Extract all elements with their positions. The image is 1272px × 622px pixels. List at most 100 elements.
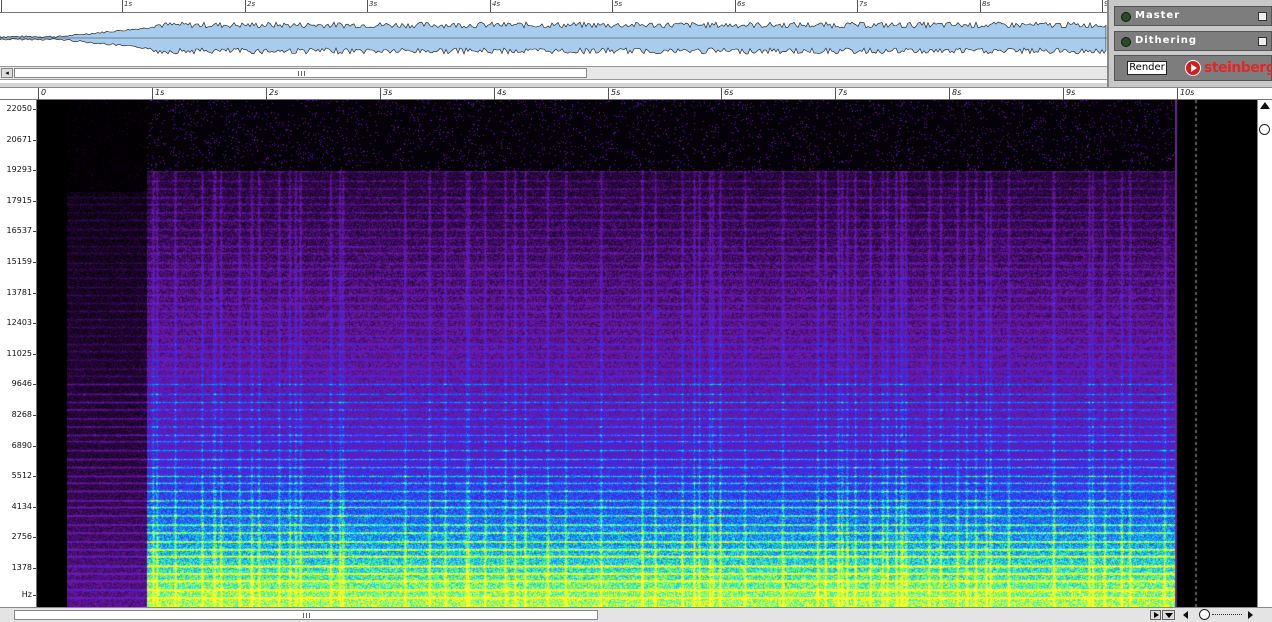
overview-tick: 1s bbox=[122, 0, 132, 12]
spectrogram-tick-label: 10s bbox=[1180, 88, 1195, 97]
spectrogram-tick: 5s bbox=[608, 88, 620, 100]
frequency-label: 4134 bbox=[11, 502, 32, 511]
frequency-tick bbox=[33, 595, 36, 596]
frequency-tick bbox=[33, 262, 36, 263]
spectrogram-tick: 3s bbox=[380, 88, 392, 100]
spectrogram-tick: 10s bbox=[1177, 88, 1194, 100]
frequency-tick bbox=[33, 476, 36, 477]
frequency-tick bbox=[33, 415, 36, 416]
render-button[interactable]: Render bbox=[1127, 61, 1167, 75]
frequency-label: 13781 bbox=[6, 288, 32, 297]
frequency-tick bbox=[33, 507, 36, 508]
frequency-tick bbox=[33, 323, 36, 324]
spectrogram-tick-label: 6s bbox=[724, 88, 734, 97]
overview-scrollbar[interactable]: ◂ bbox=[0, 66, 1107, 80]
spectrogram-tick: 2s bbox=[266, 88, 278, 100]
overview-tick: 2s bbox=[245, 0, 255, 12]
dithering-label: Dithering bbox=[1135, 35, 1198, 46]
waveform-graphic bbox=[0, 21, 1107, 55]
brand-logo: steinberg bbox=[1204, 60, 1272, 76]
overview-waveform[interactable] bbox=[0, 13, 1107, 63]
horizontal-scroll-thumb[interactable] bbox=[14, 610, 598, 620]
spectrogram-canvas[interactable] bbox=[37, 100, 1257, 607]
frequency-label: 8268 bbox=[11, 410, 32, 419]
frequency-label: 11025 bbox=[6, 349, 32, 358]
scroll-left-icon[interactable]: ◂ bbox=[1, 68, 13, 78]
overview-time-ruler[interactable]: 1s 2s 3s 4s 5s 6s 7s 8s 9s bbox=[0, 0, 1112, 13]
frequency-tick bbox=[33, 201, 36, 202]
vertical-zoom-knob[interactable] bbox=[1259, 124, 1270, 135]
spectrogram-tick: 7s bbox=[835, 88, 847, 100]
spectrogram-tick: 8s bbox=[949, 88, 961, 100]
spectrogram-tick: 0 bbox=[38, 88, 46, 100]
spectrogram-tick: 9s bbox=[1063, 88, 1075, 100]
horizontal-zoom-track[interactable] bbox=[1212, 614, 1242, 615]
dithering-toggle[interactable]: Dithering bbox=[1114, 31, 1272, 51]
frequency-label: 2756 bbox=[11, 532, 32, 541]
frequency-tick bbox=[33, 446, 36, 447]
frequency-tick bbox=[33, 384, 36, 385]
overview-tick-label: 7s bbox=[859, 0, 868, 8]
frequency-label: 15159 bbox=[6, 257, 32, 266]
frequency-tick bbox=[33, 293, 36, 294]
zoom-out-icon[interactable] bbox=[1183, 611, 1188, 619]
master-label: Master bbox=[1135, 10, 1181, 21]
steinberg-logo-icon bbox=[1185, 60, 1201, 76]
vertical-zoom-bar[interactable] bbox=[1257, 100, 1272, 607]
output-panel: Master Dithering Render steinberg bbox=[1107, 0, 1272, 88]
overview-tick-label: 4s bbox=[492, 0, 501, 8]
frequency-tick bbox=[33, 140, 36, 141]
spectrogram-time-ruler[interactable]: 0 1s 2s 3s 4s 5s 6s 7s 8s 9s 10s bbox=[0, 87, 1272, 100]
horizontal-scrollbar[interactable] bbox=[0, 607, 1272, 622]
frequency-tick bbox=[33, 537, 36, 538]
overview-tick: 4s bbox=[490, 0, 500, 12]
frequency-label: 22050 bbox=[6, 104, 32, 113]
overview-tick-label: 1s bbox=[124, 0, 133, 8]
frequency-tick bbox=[33, 109, 36, 110]
overview-tick-label: 2s bbox=[247, 0, 256, 8]
spectrogram-tick: 4s bbox=[494, 88, 506, 100]
master-checkbox[interactable] bbox=[1258, 12, 1267, 21]
spectrogram-view[interactable] bbox=[37, 100, 1257, 607]
spectrogram-tick-label: 2s bbox=[269, 88, 279, 97]
spectrogram-tick-label: 1s bbox=[155, 88, 165, 97]
frequency-tick bbox=[33, 568, 36, 569]
spectrogram-tick-label: 9s bbox=[1066, 88, 1076, 97]
overview-tick-label: 6s bbox=[737, 0, 746, 8]
zoom-in-icon[interactable] bbox=[1260, 102, 1270, 109]
spectrogram-tick-label: 5s bbox=[611, 88, 621, 97]
frequency-label: 19293 bbox=[6, 165, 32, 174]
frequency-tick bbox=[33, 170, 36, 171]
frequency-label: 12403 bbox=[6, 318, 32, 327]
spectrogram-tick: 6s bbox=[721, 88, 733, 100]
scroll-right-icon[interactable] bbox=[1150, 610, 1161, 620]
dithering-led-icon bbox=[1121, 37, 1131, 47]
overview-tick-label: 8s bbox=[982, 0, 991, 8]
spectrogram-tick-label: 8s bbox=[952, 88, 962, 97]
spectrogram-tick-label: 3s bbox=[383, 88, 393, 97]
overview-scroll-thumb[interactable] bbox=[14, 68, 587, 78]
master-led-icon bbox=[1121, 12, 1131, 22]
spectrogram-tick-label: 0 bbox=[41, 88, 47, 97]
overview-tick: 9s bbox=[1102, 0, 1112, 12]
spectrogram-tick: 1s bbox=[152, 88, 164, 100]
horizontal-zoom-control[interactable] bbox=[1180, 609, 1270, 621]
scroll-down-icon[interactable] bbox=[1162, 610, 1175, 620]
zoom-in-icon[interactable] bbox=[1248, 611, 1253, 619]
overview-tick: 6s bbox=[735, 0, 745, 12]
master-toggle[interactable]: Master bbox=[1114, 6, 1272, 26]
overview-tick: 8s bbox=[980, 0, 990, 12]
overview-tick: 5s bbox=[612, 0, 622, 12]
frequency-label: 9646 bbox=[11, 379, 32, 388]
frequency-label: 20671 bbox=[6, 135, 32, 144]
overview-tick: 7s bbox=[857, 0, 867, 12]
frequency-label: Hz bbox=[21, 590, 32, 599]
dithering-checkbox[interactable] bbox=[1258, 37, 1267, 46]
horizontal-zoom-knob[interactable] bbox=[1199, 609, 1210, 620]
frequency-label: 5512 bbox=[11, 471, 32, 480]
overview-tick-label: 3s bbox=[369, 0, 378, 8]
overview-tick-label: 5s bbox=[614, 0, 623, 8]
render-row: Render steinberg bbox=[1114, 55, 1272, 81]
spectrogram-tick-label: 4s bbox=[497, 88, 507, 97]
frequency-tick bbox=[33, 354, 36, 355]
